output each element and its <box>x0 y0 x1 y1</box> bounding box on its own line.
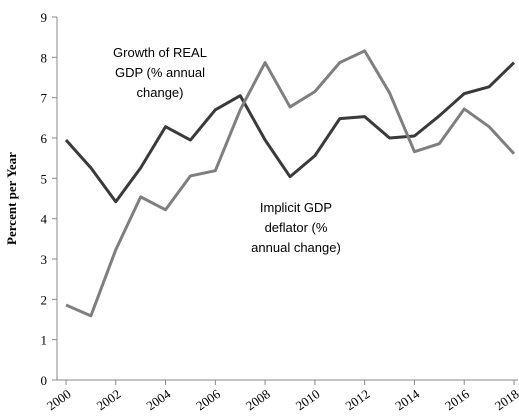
y-tick-label: 8 <box>41 50 48 65</box>
annotation: deflator (% <box>265 220 328 235</box>
x-tick-label: 2010 <box>293 386 323 413</box>
annotation: Growth of REAL <box>113 45 207 60</box>
y-tick-label: 4 <box>41 212 48 227</box>
x-tick-label: 2016 <box>442 386 472 413</box>
y-tick-label: 6 <box>41 131 48 146</box>
annotation: change) <box>137 85 184 100</box>
y-tick-label: 9 <box>41 10 48 25</box>
x-tick-label: 2002 <box>94 386 124 413</box>
x-tick-label: 2000 <box>44 386 74 413</box>
annotation: annual change) <box>251 240 341 255</box>
y-tick-label: 3 <box>41 252 48 267</box>
series-line <box>64 61 516 204</box>
x-tick-label: 2014 <box>392 386 422 413</box>
y-tick-label: 7 <box>41 91 48 106</box>
y-tick-label: 0 <box>41 373 48 388</box>
annotation: GDP (% annual <box>115 65 205 80</box>
y-tick-label: 2 <box>41 292 48 307</box>
x-tick-label: 2006 <box>193 386 223 413</box>
x-tick-label: 2018 <box>492 386 519 413</box>
y-tick-label: 1 <box>41 333 48 348</box>
x-tick-label: 2008 <box>243 386 273 413</box>
series-line <box>65 49 516 318</box>
annotation: Implicit GDP <box>260 200 332 215</box>
x-tick-label: 2004 <box>143 386 173 413</box>
y-axis-label: Percent per Year <box>4 152 19 245</box>
x-tick-label: 2012 <box>342 386 372 413</box>
y-tick-label: 5 <box>41 171 48 186</box>
